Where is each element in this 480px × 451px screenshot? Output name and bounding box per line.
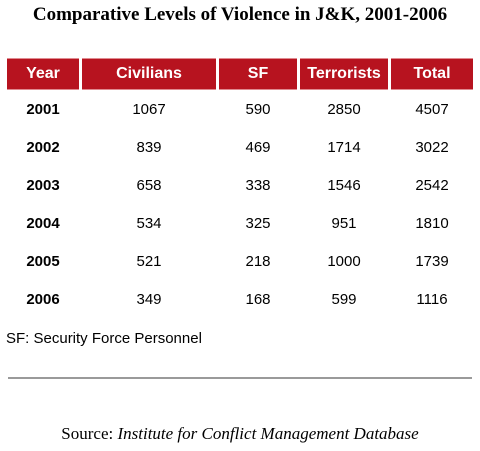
total-cell: 3022 (415, 138, 449, 156)
year-cell: 2003 (26, 176, 60, 194)
civilians-cell: 839 (136, 138, 162, 156)
year-cell: 2001 (26, 100, 60, 118)
sf-cell: 168 (245, 290, 271, 308)
year-cell: 2006 (26, 290, 60, 308)
col-header-civilians: Civilians (82, 58, 216, 90)
sf-cell: 325 (245, 214, 271, 232)
civilians-cell: 1067 (132, 100, 166, 118)
sf-cell: 218 (245, 252, 271, 270)
year-cell: 2005 (26, 252, 60, 270)
col-header-year: Year (7, 58, 79, 90)
sf-cell: 590 (245, 100, 271, 118)
civilians-cell: 521 (136, 252, 162, 270)
col-header-total: Total (391, 58, 473, 90)
table-row: 2004 534 325 951 1810 (7, 204, 473, 242)
col-header-terrorists: Terrorists (300, 58, 388, 90)
sf-cell: 469 (245, 138, 271, 156)
terrorists-cell: 1000 (327, 252, 361, 270)
table-title: Comparative Levels of Violence in J&K, 2… (32, 4, 448, 25)
year-cell: 2004 (26, 214, 60, 232)
total-cell: 1810 (415, 214, 449, 232)
divider (8, 377, 472, 379)
total-cell: 4507 (415, 100, 449, 118)
table-row: 2001 1067 590 2850 4507 (7, 90, 473, 128)
terrorists-cell: 951 (331, 214, 357, 232)
source-line: Source: Institute for Conflict Managemen… (0, 424, 480, 444)
violence-table: Year Civilians SF Terrorists Total 2001 … (4, 58, 476, 318)
civilians-cell: 349 (136, 290, 162, 308)
table-row: 2006 349 168 599 1116 (7, 280, 473, 318)
sf-cell: 338 (245, 176, 271, 194)
terrorists-cell: 599 (331, 290, 357, 308)
source-prefix: Source: (61, 424, 118, 443)
table-row: 2002 839 469 1714 3022 (7, 128, 473, 166)
terrorists-cell: 1546 (327, 176, 361, 194)
source-name: Institute for Conflict Management Databa… (117, 424, 419, 443)
year-cell: 2002 (26, 138, 60, 156)
civilians-cell: 658 (136, 176, 162, 194)
total-cell: 2542 (415, 176, 449, 194)
header-row: Year Civilians SF Terrorists Total (7, 58, 473, 90)
table-row: 2005 521 218 1000 1739 (7, 242, 473, 280)
civilians-cell: 534 (136, 214, 162, 232)
total-cell: 1739 (415, 252, 449, 270)
table-row: 2003 658 338 1546 2542 (7, 166, 473, 204)
terrorists-cell: 1714 (327, 138, 361, 156)
col-header-sf: SF (219, 58, 297, 90)
total-cell: 1116 (416, 290, 448, 308)
footnote: SF: Security Force Personnel (6, 330, 202, 347)
terrorists-cell: 2850 (327, 100, 361, 118)
